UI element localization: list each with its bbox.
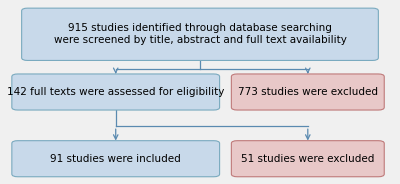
FancyBboxPatch shape xyxy=(12,141,220,177)
Text: 51 studies were excluded: 51 studies were excluded xyxy=(241,154,374,164)
FancyBboxPatch shape xyxy=(231,74,384,110)
Text: 142 full texts were assessed for eligibility: 142 full texts were assessed for eligibi… xyxy=(7,87,224,97)
Text: 915 studies identified through database searching
were screened by title, abstra: 915 studies identified through database … xyxy=(54,24,346,45)
FancyBboxPatch shape xyxy=(22,8,378,61)
FancyBboxPatch shape xyxy=(231,141,384,177)
FancyBboxPatch shape xyxy=(12,74,220,110)
Text: 773 studies were excluded: 773 studies were excluded xyxy=(238,87,378,97)
Text: 91 studies were included: 91 studies were included xyxy=(50,154,181,164)
